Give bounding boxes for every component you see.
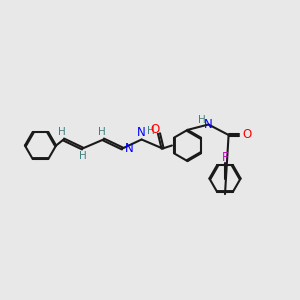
Text: F: F (222, 151, 228, 164)
Text: O: O (151, 123, 160, 136)
Text: O: O (243, 128, 252, 142)
Text: H: H (98, 127, 106, 137)
Text: H: H (79, 151, 86, 161)
Text: H: H (58, 127, 66, 137)
Text: N: N (204, 118, 213, 131)
Text: H: H (198, 115, 206, 125)
Text: N: N (124, 142, 133, 155)
Text: N: N (137, 126, 146, 139)
Text: H: H (147, 126, 155, 136)
